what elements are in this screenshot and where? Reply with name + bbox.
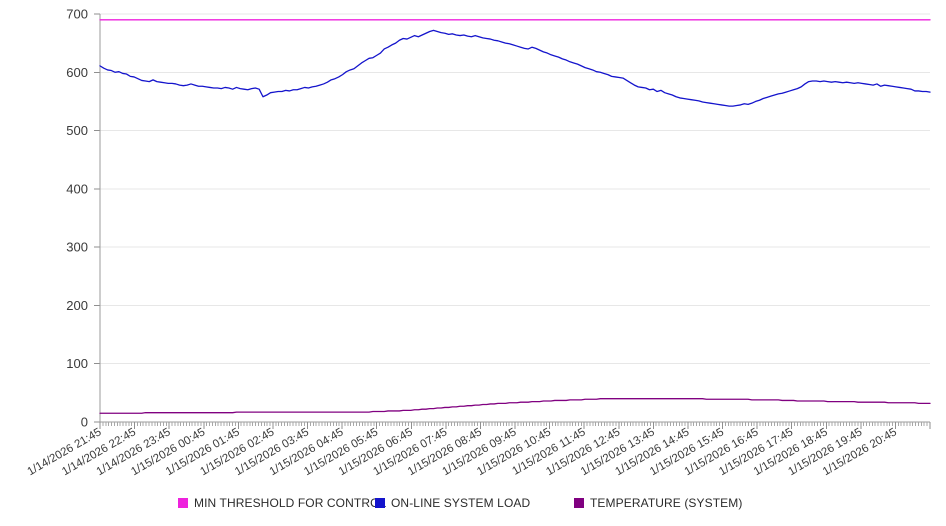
y-tick-label: 0 (81, 415, 88, 430)
legend-label: TEMPERATURE (SYSTEM) (590, 496, 742, 510)
series-line-1 (99, 29, 931, 107)
y-axis: 0 100 200 300 400 500 600 700 (66, 7, 101, 430)
y-tick-label: 700 (66, 7, 88, 22)
y-tick-label: 100 (66, 356, 88, 371)
legend-swatch-icon (574, 498, 584, 508)
series-layer (99, 19, 931, 414)
series-line-2 (99, 398, 931, 414)
x-axis (99, 421, 931, 429)
x-tick-labels: 1/14/2026 21:451/14/2026 22:451/14/2026 … (25, 426, 898, 478)
y-tick-label: 200 (66, 298, 88, 313)
y-tick-label: 600 (66, 65, 88, 80)
legend-label: ON-LINE SYSTEM LOAD (391, 496, 530, 510)
gridlines-layer (100, 13, 930, 423)
legend-swatch-icon (178, 498, 188, 508)
legend-swatch-icon (375, 498, 385, 508)
y-tick-label: 300 (66, 240, 88, 255)
legend-item[interactable]: TEMPERATURE (SYSTEM) (574, 496, 742, 510)
y-tick-label: 500 (66, 123, 88, 138)
legend-item[interactable]: MIN THRESHOLD FOR CONTROL (178, 496, 387, 510)
legend-label: MIN THRESHOLD FOR CONTROL (194, 496, 387, 510)
y-tick-label: 400 (66, 181, 88, 196)
legend-item[interactable]: ON-LINE SYSTEM LOAD (375, 496, 530, 510)
chart-legend: MIN THRESHOLD FOR CONTROL ON-LINE SYSTEM … (178, 496, 742, 510)
